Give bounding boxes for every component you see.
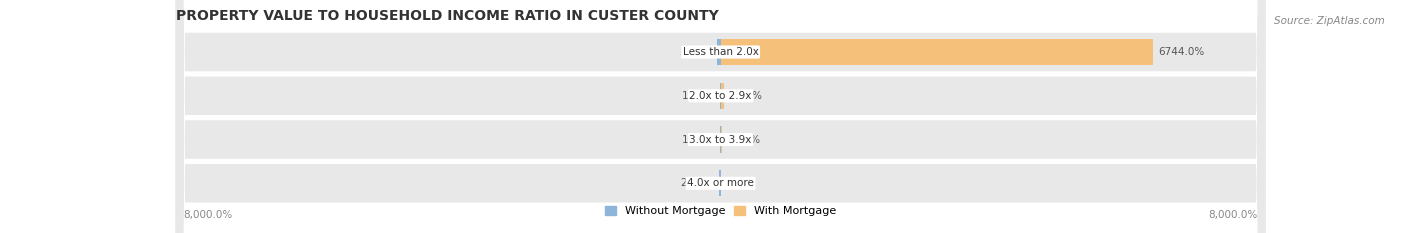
Text: 50.0%: 50.0%	[679, 47, 713, 57]
FancyBboxPatch shape	[176, 0, 1265, 233]
Text: 7.5%: 7.5%	[725, 178, 752, 188]
Text: 2.0x to 2.9x: 2.0x to 2.9x	[689, 91, 752, 101]
FancyBboxPatch shape	[176, 0, 1265, 233]
FancyBboxPatch shape	[176, 0, 1265, 233]
FancyBboxPatch shape	[176, 0, 1265, 233]
Text: Source: ZipAtlas.com: Source: ZipAtlas.com	[1274, 16, 1385, 26]
Text: Less than 2.0x: Less than 2.0x	[683, 47, 758, 57]
Text: PROPERTY VALUE TO HOUSEHOLD INCOME RATIO IN CUSTER COUNTY: PROPERTY VALUE TO HOUSEHOLD INCOME RATIO…	[176, 9, 718, 23]
Bar	[717, 39, 721, 65]
Text: 13.7%: 13.7%	[682, 91, 714, 101]
Text: 50.9%: 50.9%	[728, 91, 762, 101]
Text: 6744.0%: 6744.0%	[1159, 47, 1204, 57]
Bar	[721, 127, 723, 153]
Bar	[721, 39, 1153, 65]
Text: 4.0x or more: 4.0x or more	[688, 178, 754, 188]
Text: 10.9%: 10.9%	[682, 134, 714, 144]
Bar	[721, 83, 724, 109]
Legend: Without Mortgage, With Mortgage: Without Mortgage, With Mortgage	[605, 206, 837, 216]
Text: 24.6%: 24.6%	[681, 178, 714, 188]
Text: 24.1%: 24.1%	[727, 134, 761, 144]
Text: 3.0x to 3.9x: 3.0x to 3.9x	[689, 134, 752, 144]
Bar	[718, 170, 721, 196]
